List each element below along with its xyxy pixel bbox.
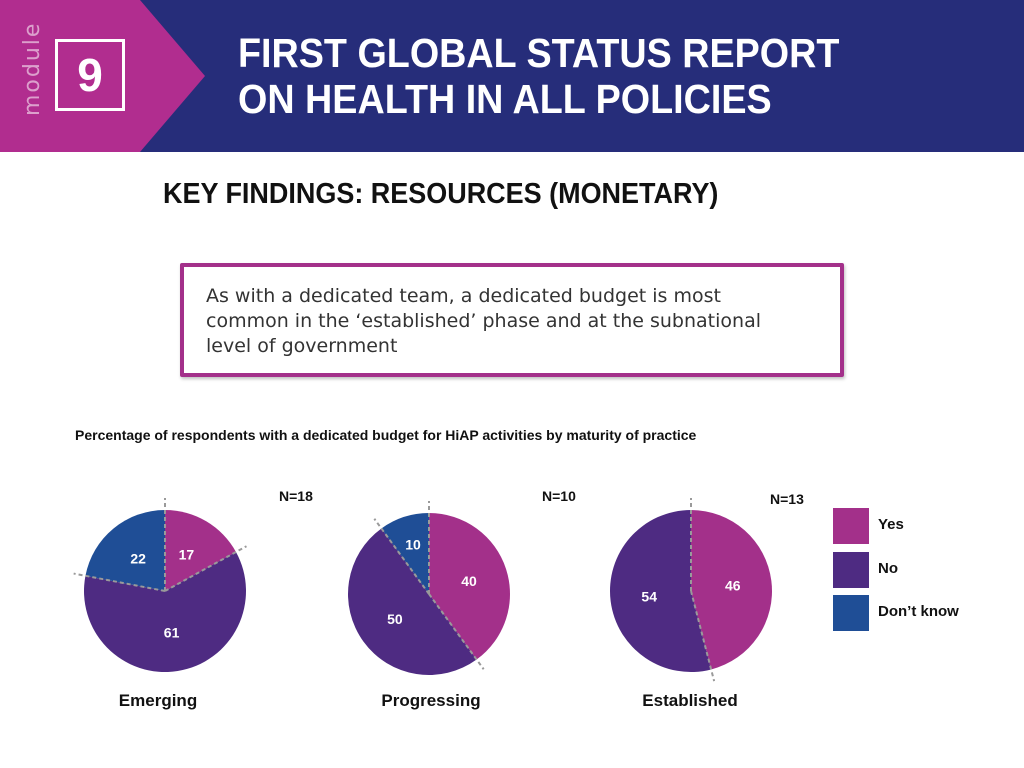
module-number-badge: 9 <box>55 39 125 111</box>
slice-divider-emerging-2 <box>73 572 166 592</box>
pie-name-progressing: Progressing <box>381 691 481 710</box>
pie-name-emerging: Emerging <box>118 691 198 710</box>
slice-label-emerging-yes: 17 <box>179 547 195 563</box>
legend-swatch-dont-know <box>833 595 869 631</box>
pie-emerging: 17 61 22 <box>73 498 247 673</box>
key-finding-text: As with a dedicated team, a dedicated bu… <box>206 285 761 357</box>
slice-progressing-no <box>348 528 477 676</box>
slice-progressing-dont-know <box>381 513 429 594</box>
key-finding-box: As with a dedicated team, a dedicated bu… <box>180 263 844 377</box>
slice-divider-progressing-1 <box>428 593 485 670</box>
header-banner: module 9 FIRST GLOBAL STATUS REPORT ON H… <box>0 0 1024 152</box>
legend-swatch-yes <box>833 508 869 544</box>
slice-label-progressing-yes: 40 <box>461 573 477 589</box>
slice-label-emerging-no: 61 <box>164 625 180 641</box>
slice-label-progressing-dont-know: 10 <box>405 537 421 553</box>
slice-emerging-no <box>83 551 246 673</box>
legend-swatch-no <box>833 552 869 588</box>
pie-progressing: 40 50 10 <box>348 501 510 676</box>
n-label-emerging: N=18 <box>279 488 313 504</box>
slice-progressing-yes <box>429 513 510 660</box>
section-title: KEY FINDINGS: RESOURCES (MONETARY) <box>163 178 719 210</box>
n-label-progressing: N=10 <box>542 488 576 504</box>
n-label-established: N=13 <box>770 491 804 507</box>
legend-label-dont-know: Don’t know <box>878 603 959 620</box>
legend-label-yes: Yes <box>878 516 904 533</box>
slice-label-established-yes: 46 <box>725 578 741 594</box>
module-chevron-shape <box>0 0 205 152</box>
slice-established-no <box>610 510 712 672</box>
slice-divider-progressing-2 <box>373 518 430 595</box>
slice-established-yes <box>691 510 773 670</box>
chart-title: Percentage of respondents with a dedicat… <box>75 427 697 443</box>
slice-label-progressing-no: 50 <box>387 611 403 627</box>
slice-label-emerging-dont-know: 22 <box>130 551 146 567</box>
report-title: FIRST GLOBAL STATUS REPORT ON HEALTH IN … <box>238 30 839 122</box>
slice-divider-established-1 <box>690 590 716 682</box>
slice-label-established-no: 54 <box>641 588 657 604</box>
report-title-line1: FIRST GLOBAL STATUS REPORT <box>238 30 840 76</box>
slice-emerging-yes <box>165 510 236 591</box>
pie-name-established: Established <box>642 691 738 710</box>
legend-label-no: No <box>878 560 898 577</box>
slice-divider-emerging-1 <box>164 545 247 592</box>
report-title-line2: ON HEALTH IN ALL POLICIES <box>238 76 772 122</box>
slice-emerging-dont-know <box>85 510 165 591</box>
pie-established: 46 54 <box>610 498 773 682</box>
